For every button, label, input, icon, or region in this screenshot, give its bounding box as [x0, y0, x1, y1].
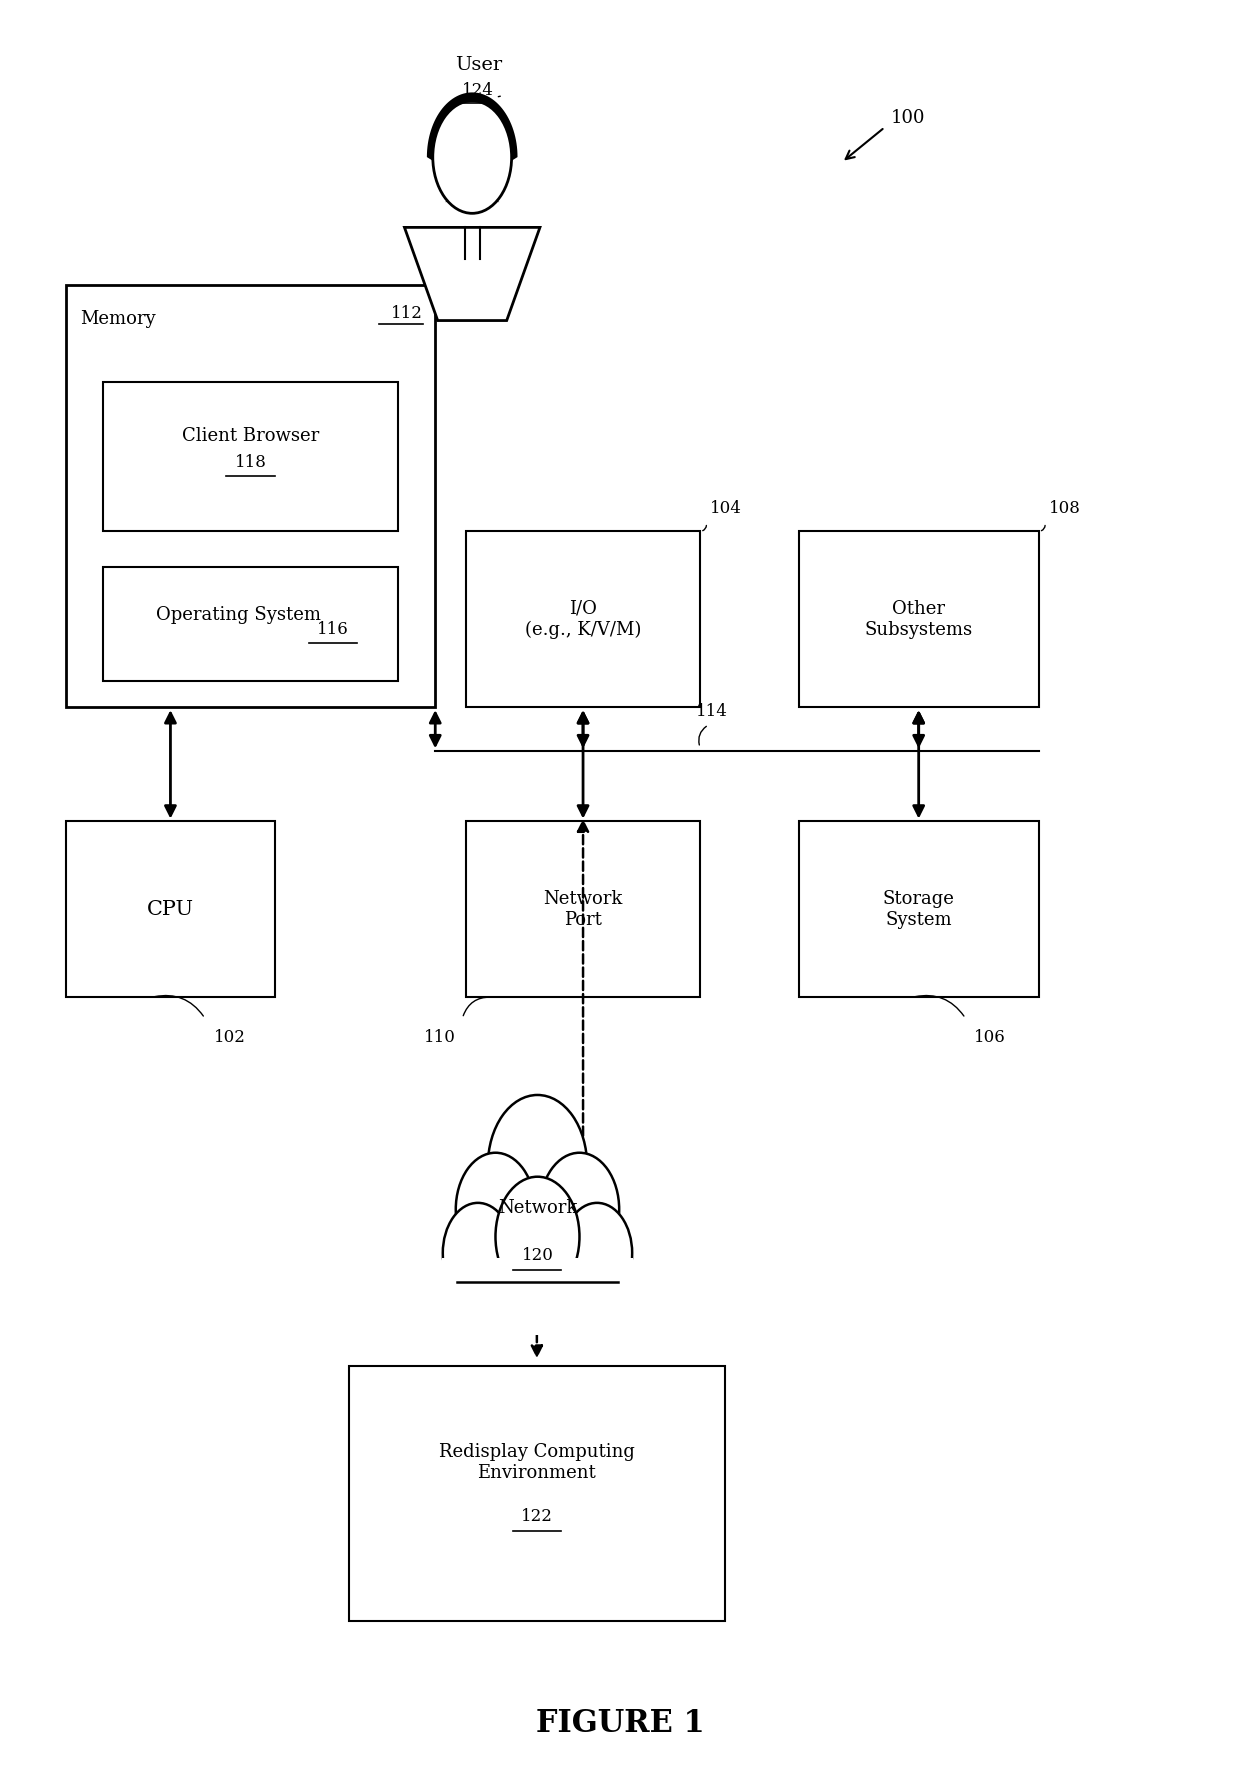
Circle shape: [456, 1153, 536, 1266]
Text: Network: Network: [497, 1199, 577, 1217]
Text: 118: 118: [234, 454, 267, 472]
Polygon shape: [404, 228, 539, 321]
Text: 124: 124: [463, 81, 495, 99]
FancyBboxPatch shape: [799, 532, 1039, 706]
Text: Client Browser: Client Browser: [182, 427, 319, 445]
FancyBboxPatch shape: [466, 532, 701, 706]
FancyBboxPatch shape: [103, 567, 398, 682]
Text: I/O
(e.g., K/V/M): I/O (e.g., K/V/M): [525, 600, 641, 639]
Text: Redisplay Computing
Environment: Redisplay Computing Environment: [439, 1443, 635, 1482]
Text: 120: 120: [522, 1247, 553, 1264]
Text: Network
Port: Network Port: [543, 890, 622, 929]
Text: 112: 112: [391, 306, 423, 321]
Text: Storage
System: Storage System: [883, 890, 955, 929]
Circle shape: [443, 1203, 513, 1303]
Text: FIGURE 1: FIGURE 1: [536, 1708, 704, 1740]
Text: 102: 102: [213, 1030, 246, 1045]
Text: Operating System: Operating System: [156, 606, 321, 623]
Circle shape: [496, 1176, 579, 1296]
Text: 116: 116: [317, 622, 350, 638]
FancyBboxPatch shape: [441, 1259, 632, 1335]
Polygon shape: [427, 92, 517, 201]
Text: 106: 106: [975, 1030, 1006, 1045]
FancyBboxPatch shape: [66, 821, 275, 998]
FancyBboxPatch shape: [348, 1367, 724, 1621]
Circle shape: [433, 101, 512, 214]
Text: Memory: Memory: [81, 311, 156, 328]
Circle shape: [562, 1203, 632, 1303]
Text: Other
Subsystems: Other Subsystems: [864, 600, 972, 639]
FancyBboxPatch shape: [799, 821, 1039, 998]
Text: CPU: CPU: [146, 901, 193, 918]
Text: 108: 108: [1049, 500, 1080, 517]
Text: 114: 114: [697, 703, 728, 719]
Circle shape: [539, 1153, 619, 1266]
Text: User: User: [455, 57, 502, 74]
FancyBboxPatch shape: [66, 286, 435, 706]
Text: 122: 122: [521, 1508, 553, 1526]
FancyBboxPatch shape: [466, 821, 701, 998]
FancyBboxPatch shape: [103, 381, 398, 532]
Text: 100: 100: [892, 109, 925, 127]
Circle shape: [487, 1095, 587, 1236]
Text: 110: 110: [424, 1030, 456, 1045]
Text: 104: 104: [711, 500, 742, 517]
